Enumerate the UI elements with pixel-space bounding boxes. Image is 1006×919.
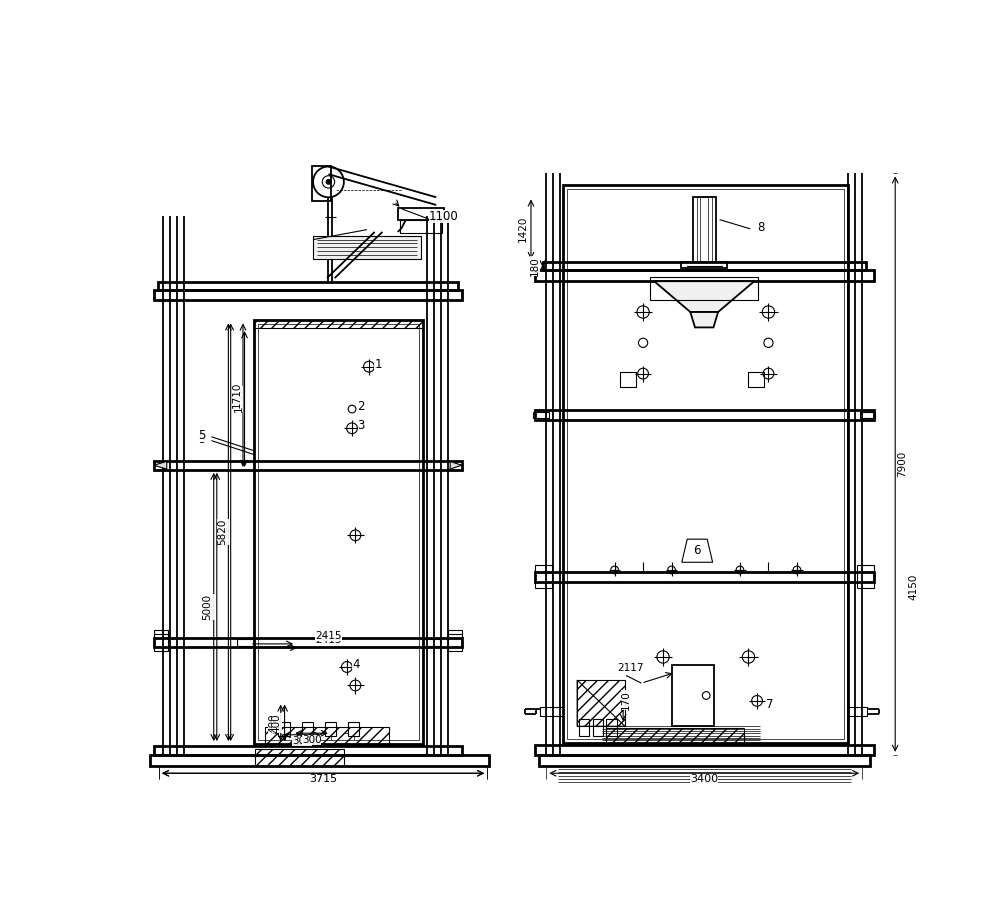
Text: 300: 300	[292, 736, 312, 746]
Bar	[693, 197, 716, 262]
Bar	[279, 722, 290, 736]
Bar	[535, 572, 551, 587]
Bar	[448, 634, 462, 651]
Bar	[860, 412, 875, 417]
Bar	[312, 166, 331, 201]
Bar	[154, 638, 462, 647]
Bar	[578, 719, 590, 735]
Bar	[154, 745, 462, 754]
Text: 5000: 5000	[202, 594, 212, 620]
Text: 2: 2	[357, 401, 365, 414]
Bar	[424, 639, 440, 646]
Bar	[650, 278, 759, 301]
Text: 1710: 1710	[231, 382, 241, 408]
Bar	[236, 639, 254, 646]
Text: 7: 7	[767, 698, 774, 711]
Bar	[302, 722, 313, 736]
Text: 400: 400	[272, 713, 282, 732]
Bar	[621, 372, 636, 388]
Text: 7900: 7900	[897, 451, 907, 477]
Text: 2117: 2117	[618, 663, 644, 673]
Text: 3: 3	[357, 419, 365, 433]
Text: 1420: 1420	[518, 216, 528, 243]
Bar	[696, 197, 712, 262]
Polygon shape	[313, 236, 421, 259]
Bar	[154, 289, 462, 301]
Circle shape	[326, 179, 331, 184]
Bar	[154, 460, 462, 470]
Bar	[348, 722, 359, 736]
Bar	[400, 221, 442, 233]
Text: 2415: 2415	[315, 635, 342, 645]
Text: 300: 300	[302, 735, 321, 745]
Polygon shape	[450, 461, 462, 469]
Bar	[593, 719, 604, 735]
Bar	[158, 282, 458, 289]
Text: 5000: 5000	[205, 594, 215, 620]
Bar	[535, 269, 873, 281]
Bar	[748, 372, 764, 388]
Text: 5: 5	[198, 433, 205, 446]
Text: 3400: 3400	[690, 775, 718, 785]
Bar	[686, 266, 722, 269]
Bar	[535, 572, 873, 582]
Bar	[154, 634, 168, 651]
Bar	[672, 664, 714, 726]
Bar	[533, 412, 548, 417]
Text: 5: 5	[198, 429, 206, 442]
Bar	[606, 728, 744, 743]
Text: 2415: 2415	[315, 631, 342, 641]
Text: 5820: 5820	[217, 519, 227, 546]
Bar	[567, 188, 844, 740]
Bar	[848, 707, 867, 716]
Text: 5820: 5820	[219, 519, 229, 546]
Bar	[857, 572, 873, 587]
Bar	[154, 630, 168, 638]
Text: 3715: 3715	[309, 775, 337, 785]
Bar	[254, 321, 424, 328]
Bar	[535, 565, 551, 572]
Text: 3715: 3715	[309, 775, 337, 785]
Bar	[700, 197, 708, 262]
Bar	[150, 754, 489, 766]
Bar	[256, 749, 344, 766]
Text: 4: 4	[352, 658, 360, 671]
Bar	[448, 630, 462, 638]
Bar	[540, 707, 563, 716]
Bar	[535, 744, 873, 754]
Text: 6: 6	[693, 544, 701, 557]
Text: 8: 8	[758, 221, 765, 233]
Bar	[535, 410, 873, 420]
Polygon shape	[690, 312, 718, 327]
Text: 1: 1	[374, 357, 382, 371]
Bar	[254, 321, 424, 744]
Bar	[266, 727, 388, 744]
Polygon shape	[154, 461, 167, 469]
Text: 170: 170	[621, 690, 631, 710]
Bar	[607, 719, 618, 735]
Text: 1100: 1100	[430, 210, 459, 223]
Bar	[542, 262, 866, 269]
Bar	[258, 324, 420, 740]
Text: 400: 400	[268, 713, 278, 732]
Text: 4150: 4150	[908, 574, 918, 600]
Bar	[857, 565, 873, 572]
Bar	[577, 680, 625, 726]
Bar	[538, 754, 870, 766]
Bar	[325, 722, 336, 736]
Text: 180: 180	[530, 256, 540, 276]
Text: 1710: 1710	[233, 386, 243, 413]
Bar	[563, 185, 848, 743]
Bar	[681, 262, 727, 268]
Polygon shape	[654, 281, 754, 312]
Bar	[397, 208, 444, 221]
